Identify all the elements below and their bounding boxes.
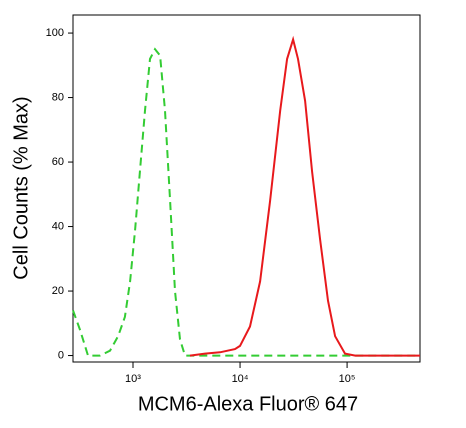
y-tick-label: 0 [58,349,64,361]
series-line [189,35,420,357]
y-tick-label: 60 [52,156,64,168]
x-tick-label: 10³ [125,373,141,385]
plot-frame [72,14,421,363]
y-tick-label: 40 [52,220,64,232]
y-axis-title: Cell Counts (% Max) [10,96,32,279]
y-tick-label: 100 [46,27,64,39]
x-tick-label: 10⁴ [232,373,249,385]
y-tick-label: 80 [52,91,64,103]
x-axis-title: MCM6-Alexa Fluor® 647 [138,393,358,415]
x-tick-label: 10⁵ [339,373,356,385]
series-line [72,47,420,357]
y-tick-label: 20 [52,285,64,297]
